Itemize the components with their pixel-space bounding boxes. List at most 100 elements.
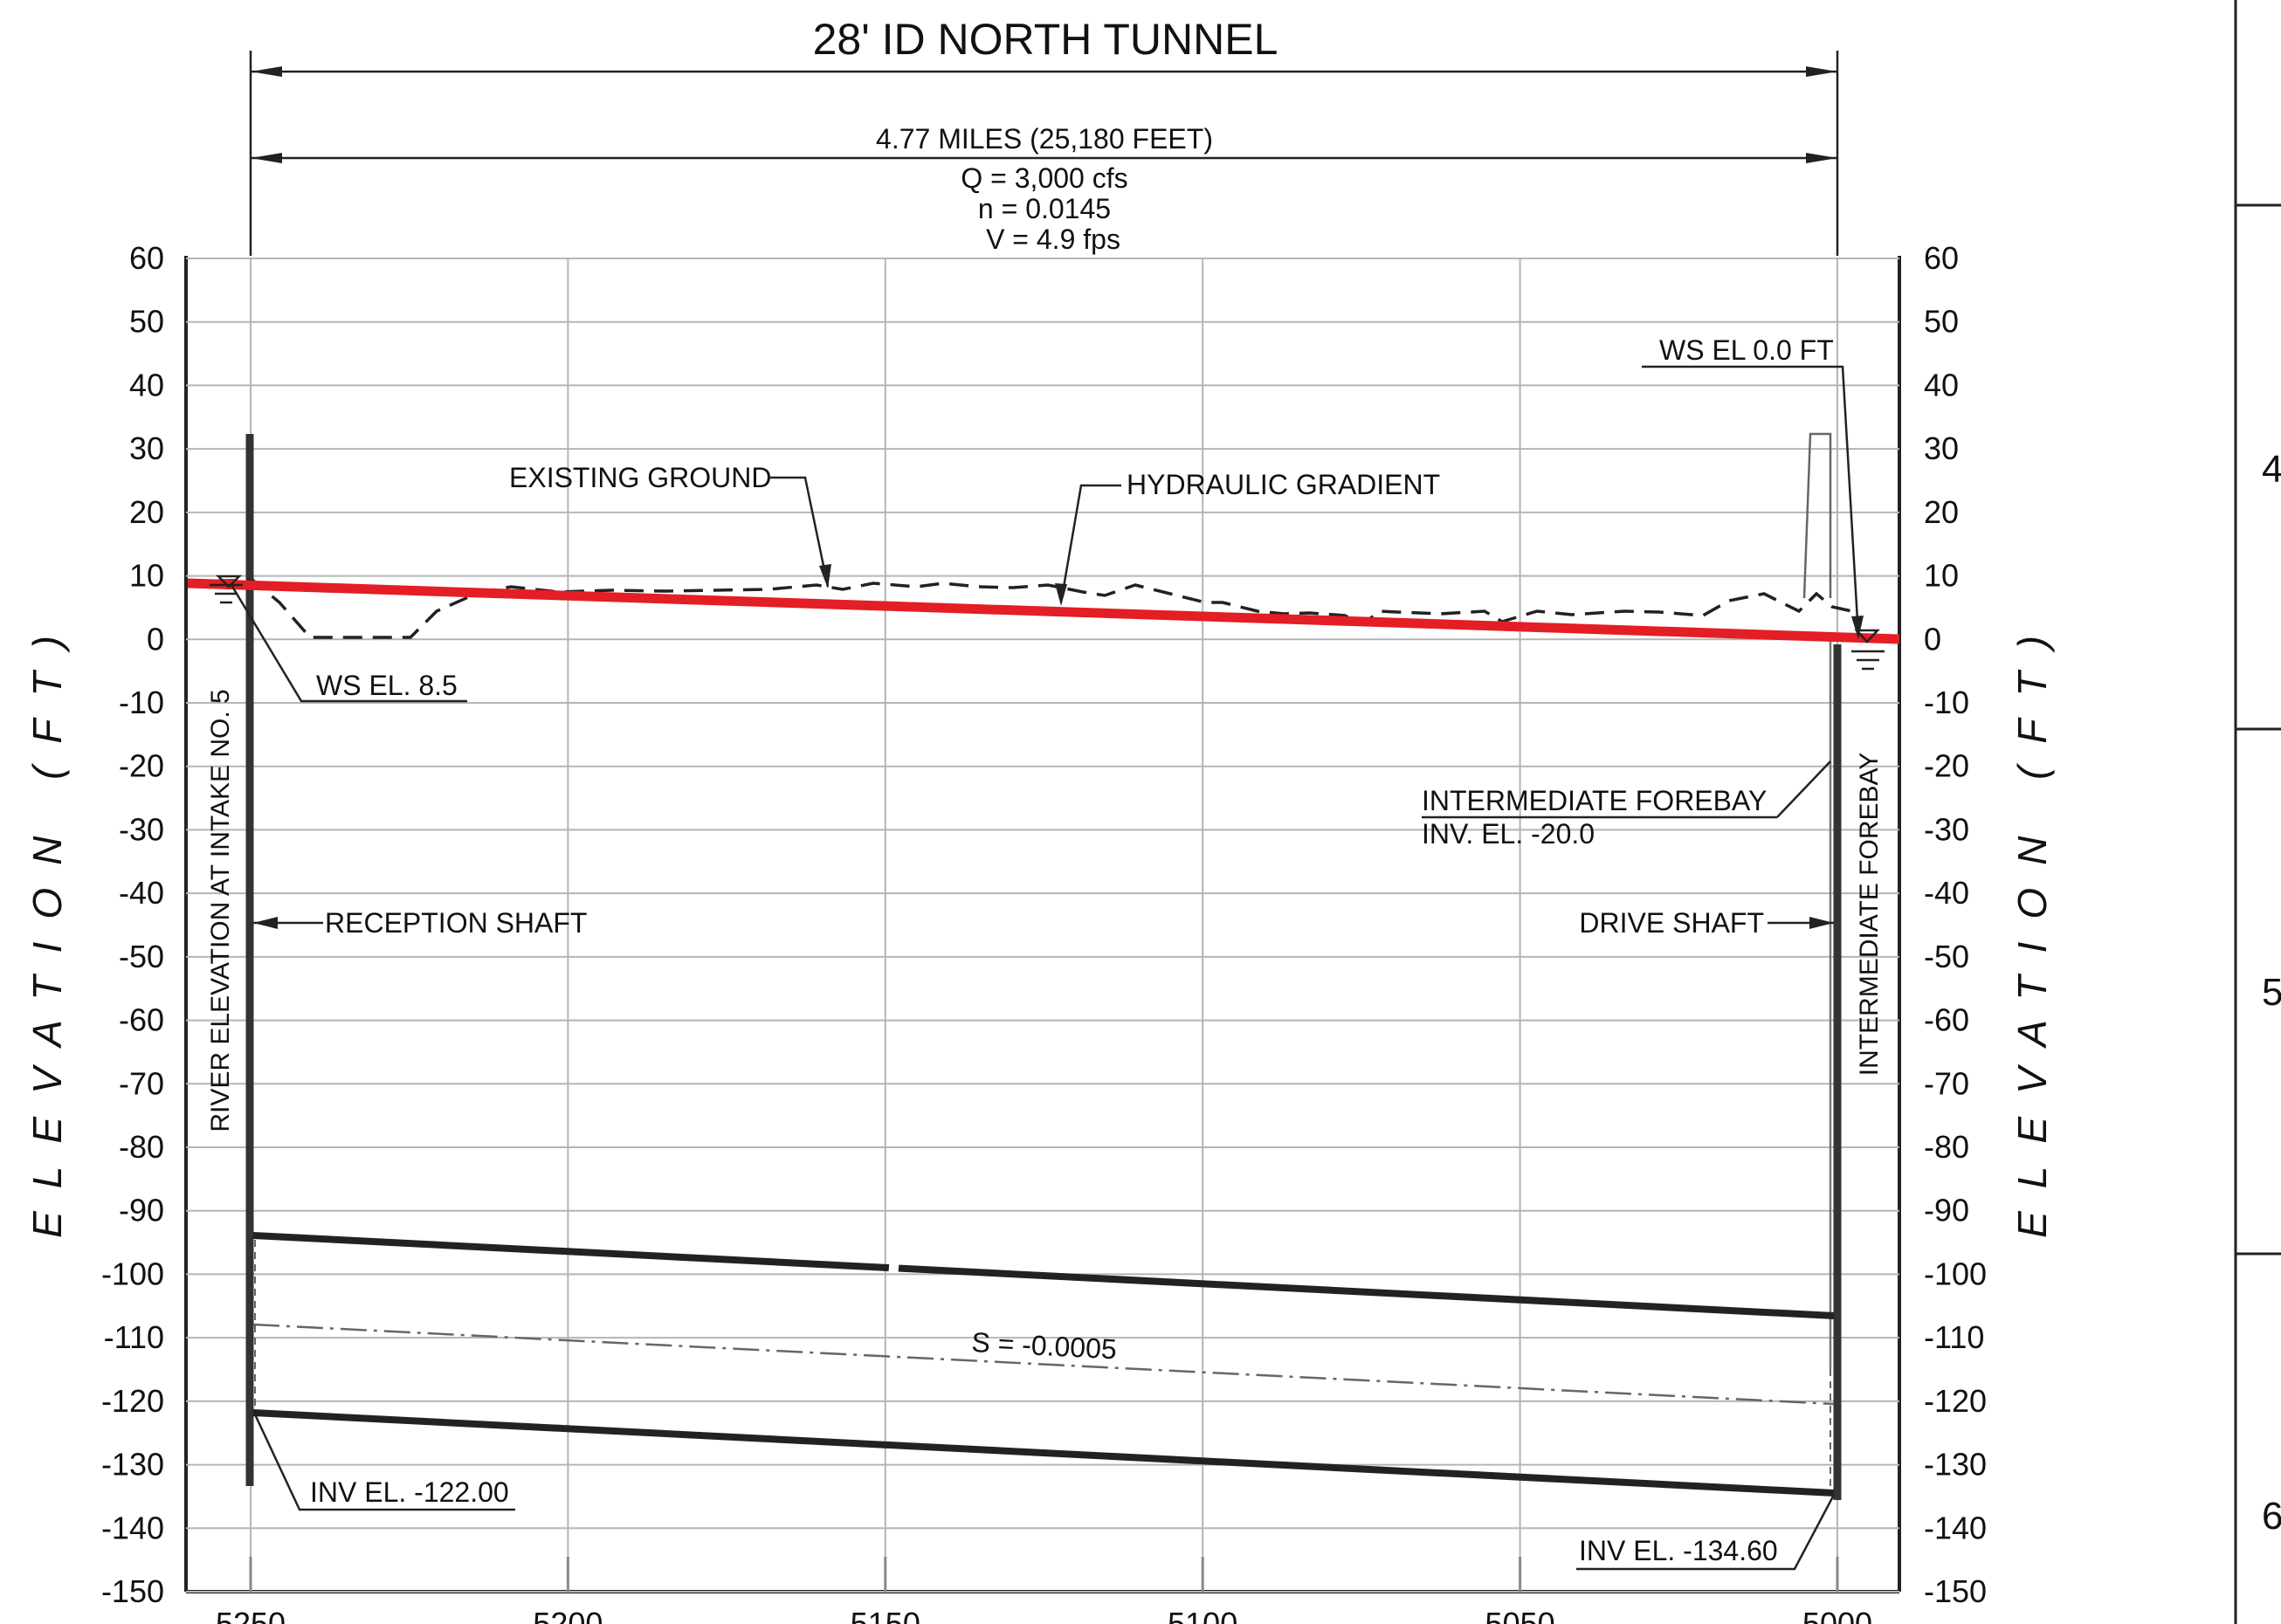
- intermediate-forebay-vertical-label: INTERMEDIATE FOREBAY: [1855, 753, 1884, 1077]
- y-tick-label: 10: [1924, 558, 1959, 594]
- y-tick-label: -150: [101, 1573, 164, 1609]
- water-surface-symbol-left: [210, 575, 243, 604]
- existing-ground-arrow: [819, 564, 831, 588]
- invert-right-leader: [1576, 1494, 1836, 1571]
- y-tick-label: 0: [1924, 621, 1941, 657]
- y-tick-label: -60: [1924, 1002, 1969, 1038]
- y-tick-label: -130: [101, 1447, 164, 1483]
- tunnel-invert-line: [252, 1409, 1835, 1497]
- diagram-title: 28' ID NORTH TUNNEL: [813, 15, 1278, 64]
- y-tick-label: -140: [101, 1510, 164, 1545]
- hydraulic-gradient-label: HYDRAULIC GRADIENT: [1127, 469, 1440, 500]
- y-tick-labels-right: 60 50 40 30 20 10 0 -10 -20 -30 -40 -50 -60 -70 -80 -90…: [1924, 240, 1987, 1609]
- ws-el-right-leader: [1642, 365, 1860, 637]
- water-surface-symbol-right: [1851, 629, 1885, 671]
- x-tick-label: 5100: [1168, 1606, 1237, 1624]
- ws-el-left-leader: [230, 584, 467, 703]
- dimension-arrow-left-2: [251, 153, 282, 163]
- y-tick-label: -120: [1924, 1383, 1987, 1419]
- y-tick-label: 60: [1924, 240, 1959, 276]
- y-tick-label: -90: [119, 1193, 164, 1228]
- tunnel-centerline: [252, 1323, 1835, 1406]
- dimension-arrow-left-1: [251, 66, 282, 77]
- y-tick-label: -100: [101, 1256, 164, 1291]
- y-tick-label: 40: [129, 367, 164, 403]
- y-axis-title-right: ELEVATION (FT): [2009, 613, 2055, 1238]
- edge-number-4: 4: [2262, 448, 2281, 491]
- y-tick-labels-left: 60 50 40 30 20 10 0 -10 -20 -30 -40 -50 -60 -70 -80 -90…: [101, 240, 164, 1609]
- ws-el-right-arrow: [1851, 616, 1864, 639]
- ws-el-right-label: WS EL 0.0 FT: [1659, 334, 1834, 366]
- y-tick-label: -10: [119, 685, 164, 720]
- forebay-stack: [1802, 432, 1832, 599]
- edge-number-5: 5: [2262, 971, 2281, 1014]
- x-tick-label: 5000: [1802, 1606, 1872, 1624]
- y-tick-label: 40: [1924, 367, 1959, 403]
- y-tick-label: 20: [129, 494, 164, 530]
- invert-right-label: INV EL. -134.60: [1579, 1535, 1778, 1566]
- reception-shaft-arrow: [253, 917, 278, 929]
- hydraulic-gradient-leader: [1059, 484, 1121, 603]
- y-tick-label: -20: [119, 748, 164, 784]
- roughness-label: n = 0.0145: [978, 193, 1111, 224]
- y-tick-label: -50: [1924, 939, 1969, 974]
- y-tick-label: -100: [1924, 1256, 1987, 1291]
- river-elevation-label: RIVER ELEVATION AT INTAKE NO. 5: [206, 689, 235, 1132]
- drive-shaft-arrow: [1809, 917, 1834, 929]
- y-tick-label: -150: [1924, 1573, 1987, 1609]
- y-tick-label: -110: [1924, 1319, 1984, 1355]
- y-tick-label: -40: [1924, 875, 1969, 911]
- y-tick-label: 30: [129, 430, 164, 466]
- y-tick-label: -70: [1924, 1065, 1969, 1101]
- intermediate-forebay-invert-label: INV. EL. -20.0: [1422, 818, 1595, 850]
- y-tick-label: -80: [119, 1129, 164, 1165]
- intermediate-forebay-label: INTERMEDIATE FOREBAY: [1422, 785, 1767, 816]
- y-tick-label: -20: [1924, 748, 1969, 784]
- y-axis-title-left: ELEVATION (FT): [24, 613, 70, 1238]
- y-tick-label: -80: [1924, 1129, 1969, 1165]
- intermediate-forebay-leader: [1776, 760, 1831, 818]
- y-tick-label: -90: [1924, 1193, 1969, 1228]
- invert-left-leader: [253, 1414, 515, 1511]
- y-tick-label: 10: [129, 558, 164, 594]
- flow-label: Q = 3,000 cfs: [961, 162, 1127, 194]
- invert-left-label: INV EL. -122.00: [310, 1476, 509, 1508]
- existing-ground-line: [218, 579, 1861, 639]
- y-tick-label: -70: [119, 1065, 164, 1101]
- existing-ground-label: EXISTING GROUND: [509, 462, 771, 493]
- y-tick-label: 30: [1924, 430, 1959, 466]
- x-tick-label: 5150: [851, 1606, 920, 1624]
- y-tick-label: -110: [104, 1319, 164, 1355]
- existing-ground-leader: [768, 476, 830, 588]
- velocity-label: V = 4.9 fps: [986, 224, 1120, 255]
- y-tick-label: -30: [119, 811, 164, 847]
- reception-shaft-label: RECEPTION SHAFT: [325, 907, 587, 939]
- y-tick-label: -40: [119, 875, 164, 911]
- grid: [186, 258, 1899, 1593]
- y-tick-label: 50: [129, 304, 164, 340]
- y-tick-label: -140: [1924, 1510, 1987, 1545]
- hydraulic-gradient-arrow: [1055, 583, 1067, 606]
- dimension-arrow-right-1: [1806, 66, 1837, 77]
- hydraulic-gradient-line: [187, 578, 1900, 644]
- y-tick-label: 20: [1924, 494, 1959, 530]
- dimension-arrow-right-2: [1806, 153, 1837, 163]
- tunnel-crown-line: [252, 1232, 1835, 1319]
- x-tick-label: 5250: [216, 1606, 286, 1624]
- y-tick-label: -50: [119, 939, 164, 974]
- crown-line-break: [888, 1262, 899, 1273]
- y-tick-label: 50: [1924, 304, 1959, 340]
- y-tick-label: 0: [147, 621, 164, 657]
- edge-number-6: 6: [2262, 1495, 2281, 1538]
- tunnel-length-label: 4.77 MILES (25,180 FEET): [876, 123, 1213, 155]
- y-tick-label: -10: [1924, 685, 1969, 720]
- x-tick-labels: 5250 5200 5150 5100 5050 5000: [216, 1606, 1872, 1624]
- x-tick-label: 5050: [1485, 1606, 1555, 1624]
- y-tick-label: -60: [119, 1002, 164, 1038]
- ws-el-left-label: WS EL. 8.5: [316, 670, 458, 701]
- y-tick-label: -130: [1924, 1447, 1987, 1483]
- y-tick-label: 60: [129, 240, 164, 276]
- x-tick-label: 5200: [533, 1606, 603, 1624]
- y-tick-label: -120: [101, 1383, 164, 1419]
